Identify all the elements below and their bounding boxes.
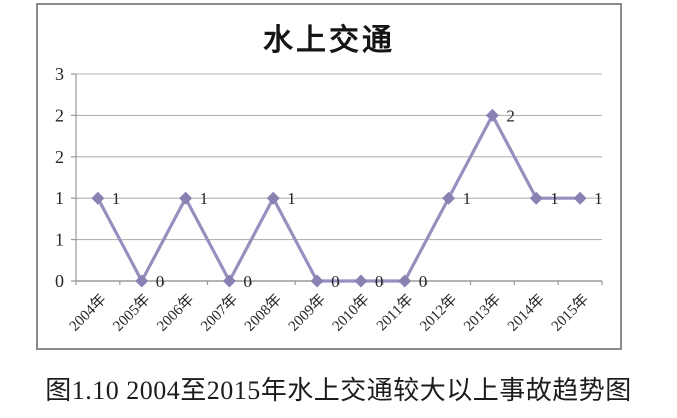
y-axis-label: 2 [55,147,64,167]
data-point-label: 0 [375,272,384,291]
data-point-marker [573,191,587,205]
data-point-label: 1 [287,189,296,208]
data-point-marker [398,274,412,288]
x-axis-label: 2015年 [548,291,592,335]
data-line [96,113,582,283]
data-point-marker [529,191,543,205]
data-point-label: 1 [200,189,209,208]
x-axis-label: 2014年 [504,291,548,335]
x-axis-label: 2012年 [417,291,461,335]
x-axis-label: 2013年 [460,291,504,335]
data-point-marker [266,191,280,205]
x-axis-label: 2007年 [197,291,241,335]
y-axis-label: 3 [55,64,64,84]
data-point-marker [135,274,149,288]
data-point-marker [91,191,105,205]
data-point-label: 1 [594,189,603,208]
x-axis-label: 2008年 [241,291,285,335]
data-point-marker [442,191,456,205]
data-point-label: 1 [463,189,472,208]
x-axis-label: 2011年 [373,291,416,334]
data-point-label: 2 [506,106,514,125]
y-axis-label: 0 [55,271,64,291]
data-point-marker [354,274,368,288]
data-point-marker [310,274,324,288]
x-axis-label: 2006年 [154,291,198,335]
x-axis-label: 2010年 [329,291,373,335]
chart-frame: 水上交通 0 1 1 2 2 3 2004年 2005年 2006年 2007年 2008年 2009… [36,3,622,350]
chart-title: 水上交通 [263,24,395,57]
x-axis-label: 2004年 [66,291,110,335]
figure-caption: 图1.10 2004至2015年水上交通较大以上事故趋势图 [45,376,632,405]
data-point-label: 0 [156,272,165,291]
y-axis-label: 2 [55,105,64,125]
data-point-label: 0 [243,272,252,291]
data-point-marker [179,191,193,205]
y-axis-label: 1 [55,230,64,250]
data-point-label: 1 [112,189,121,208]
data-point-marker [485,108,499,122]
data-point-label: 0 [331,272,340,291]
data-point-marker [222,274,236,288]
x-axis-label: 2005年 [110,291,154,335]
y-axis-label: 1 [55,188,64,208]
x-axis-label: 2009年 [285,291,329,335]
data-point-label: 1 [550,189,559,208]
data-point-label: 0 [419,272,428,291]
